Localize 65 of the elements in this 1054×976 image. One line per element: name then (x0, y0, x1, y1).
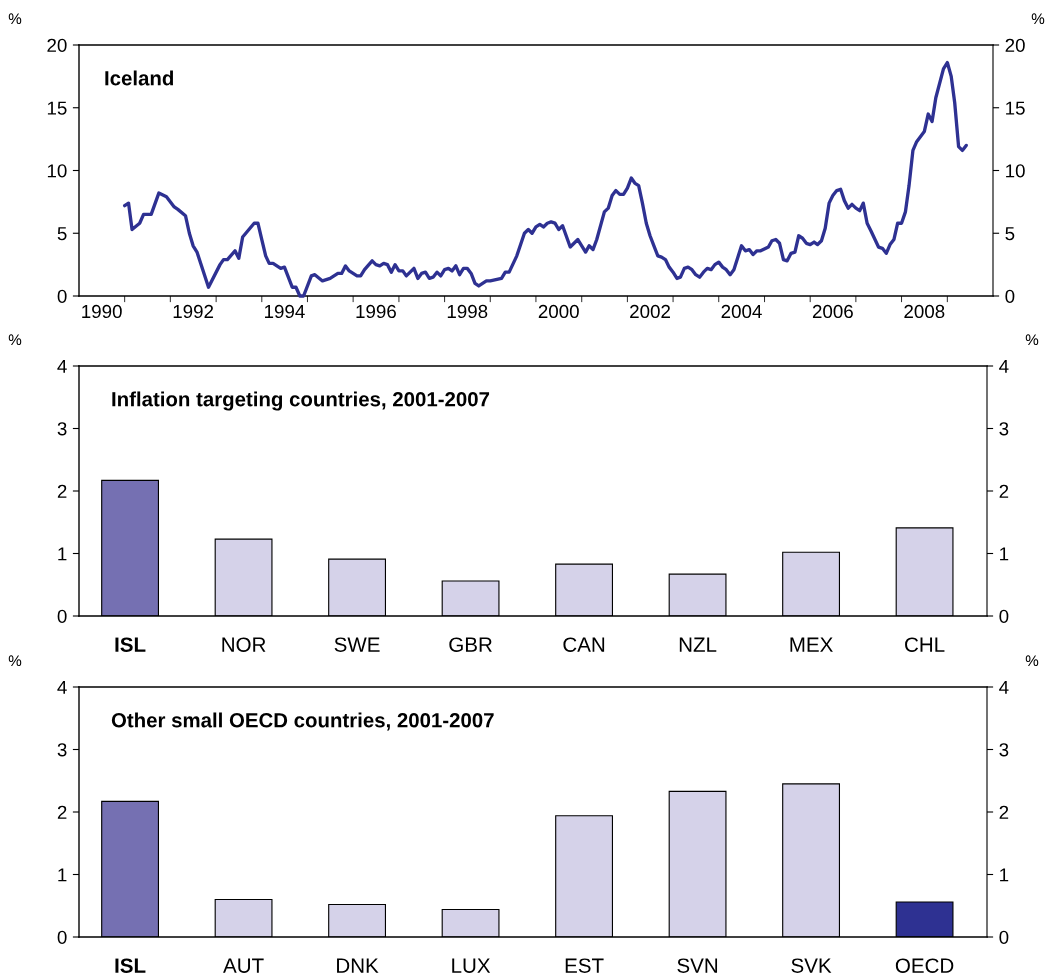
y2-tick-label: 2 (999, 484, 1009, 498)
y2-tick-label: 2 (999, 805, 1009, 819)
x-tick-label: SVN (677, 958, 718, 973)
x-tick-label: SWE (334, 637, 380, 652)
y2-tick-label: 0 (999, 609, 1009, 623)
y-tick-label: 2 (57, 805, 67, 819)
x-tick-label: 1992 (173, 304, 214, 319)
x-tick-label: 1990 (82, 304, 122, 319)
y2-tick-label: 3 (999, 422, 1009, 436)
text: Inflation targeting countries, 2001-2007 (112, 391, 490, 411)
x-tick-label: LUX (452, 958, 491, 973)
x-tick-label: MEX (790, 637, 833, 652)
y2-tick-label: 15 (1006, 101, 1025, 115)
y2-tick-label: 10 (1006, 164, 1025, 178)
x-tick-label: 2000 (538, 304, 579, 319)
y-tick-label: 4 (57, 359, 67, 373)
x-tick-label: NOR (222, 637, 266, 652)
x-tick-label: 2002 (630, 304, 670, 319)
x-tick-label: 1996 (356, 304, 396, 319)
x-tick-label: NZL (679, 637, 717, 652)
y2-tick-label: 5 (1005, 227, 1015, 241)
y-tick-label: 2 (57, 484, 67, 498)
y-tick-label: 4 (57, 680, 67, 694)
x-tick-label: EST (565, 958, 604, 973)
x-tick-label: SVK (791, 958, 832, 973)
x-tick-label: 2006 (812, 304, 853, 319)
y-axis-title: % (8, 334, 22, 346)
y2-axis-title: % (1031, 13, 1045, 25)
x-tick-label: CAN (563, 637, 605, 652)
x-tick-label: 2008 (904, 304, 945, 319)
x-tick-label: GBR (449, 637, 492, 652)
x-tick-label: 1994 (265, 304, 305, 319)
y-tick-label: 0 (57, 930, 67, 944)
y2-tick-label: 0 (1005, 289, 1015, 303)
y-tick-label: 0 (57, 289, 67, 303)
y-tick-label: 15 (47, 101, 67, 115)
y2-axis-title: % (1025, 655, 1039, 667)
y-tick-label: 1 (58, 547, 67, 561)
text: Iceland (105, 70, 174, 86)
x-tick-label: ISL (115, 958, 146, 973)
y-tick-label: 0 (57, 609, 67, 623)
y2-tick-label: 4 (999, 680, 1009, 694)
y-axis-title: % (8, 655, 22, 667)
y-tick-label: 1 (58, 868, 67, 882)
x-tick-label: DNK (337, 958, 379, 973)
x-tick-label: AUT (223, 958, 264, 973)
y2-tick-label: 20 (1005, 38, 1025, 52)
x-tick-label: 2004 (721, 304, 762, 319)
y-axis-title: % (8, 13, 22, 25)
y-tick-label: 3 (57, 422, 67, 436)
text: Other small OECD countries, 2001-2007 (111, 712, 494, 731)
y-tick-label: 10 (47, 164, 67, 178)
x-tick-label: OECD (895, 958, 954, 973)
x-tick-label: CHL (905, 637, 945, 652)
y2-tick-label: 3 (999, 743, 1009, 757)
y2-tick-label: 1 (1000, 547, 1009, 561)
y2-tick-label: 1 (1000, 868, 1009, 882)
y2-tick-label: 4 (999, 359, 1009, 373)
y-tick-label: 5 (57, 227, 67, 241)
y2-tick-label: 0 (999, 930, 1009, 944)
y-tick-label: 20 (47, 38, 67, 52)
x-tick-label: ISL (115, 637, 146, 652)
x-tick-label: 1998 (447, 304, 488, 319)
y-tick-label: 3 (57, 743, 67, 757)
y2-axis-title: % (1025, 334, 1039, 346)
